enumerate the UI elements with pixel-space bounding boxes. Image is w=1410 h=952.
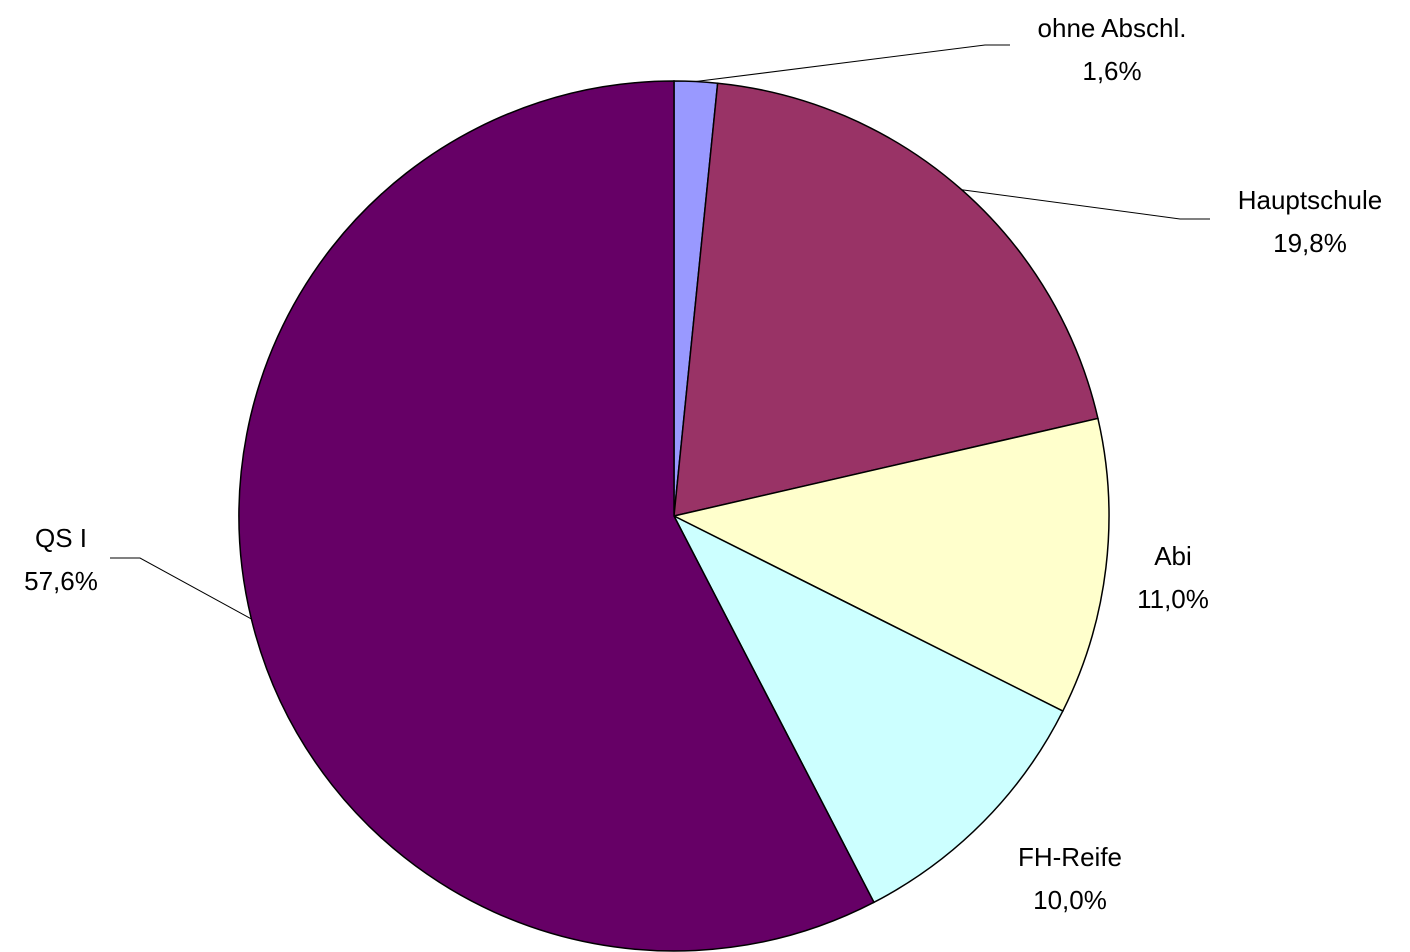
- label-fh-reife-name: FH-Reife: [1018, 842, 1122, 872]
- label-ohne-abschl-value: 1,6%: [1082, 56, 1141, 86]
- leader-line-hauptschule: [962, 190, 1210, 219]
- label-ohne-abschl-name: ohne Abschl.: [1038, 13, 1187, 43]
- label-qs-i-name: QS I: [35, 523, 87, 553]
- label-fh-reife-value: 10,0%: [1033, 885, 1107, 915]
- leader-line-ohne-abschl: [696, 45, 1010, 82]
- label-qs-i-value: 57,6%: [24, 566, 98, 596]
- leader-line-qs-i: [110, 558, 251, 619]
- pie-slices: [239, 81, 1109, 951]
- label-hauptschule-name: Hauptschule: [1238, 185, 1383, 215]
- label-hauptschule-value: 19,8%: [1273, 228, 1347, 258]
- label-abi-name: Abi: [1154, 541, 1192, 571]
- label-abi-value: 11,0%: [1137, 584, 1209, 614]
